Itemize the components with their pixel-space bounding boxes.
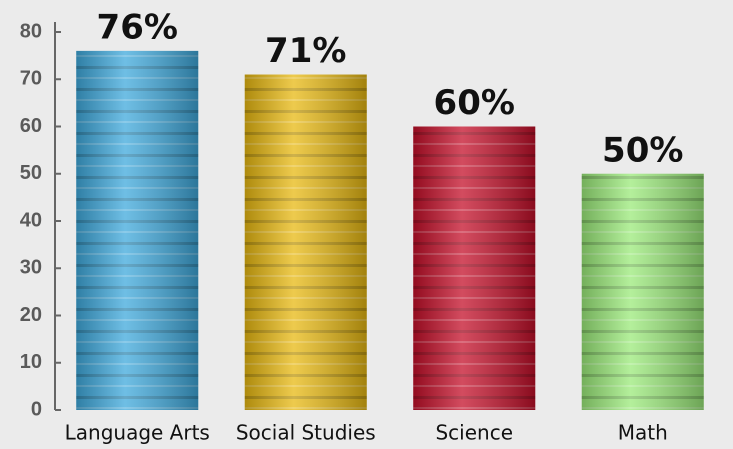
x-tick-label: Math — [618, 421, 668, 445]
y-tick-label: 70 — [20, 68, 42, 90]
y-tick-label: 30 — [20, 257, 42, 279]
bar-shade — [582, 174, 704, 410]
value-label: 50% — [602, 130, 683, 170]
y-tick-label: 20 — [20, 304, 42, 326]
y-tick-label: 80 — [20, 20, 42, 42]
chart: 0 10 20 30 40 50 60 70 80 76% Language Arts 71% Soci… — [0, 0, 733, 449]
x-tick-label: Science — [435, 421, 513, 445]
value-label: 71% — [265, 31, 346, 71]
value-label: 60% — [434, 83, 515, 123]
y-tick-label: 10 — [20, 351, 42, 373]
y-tick-label: 50 — [20, 162, 42, 184]
y-tick-label: 0 — [31, 398, 42, 420]
bar-shade — [76, 51, 198, 410]
bar-shade — [413, 127, 535, 411]
y-tick-label: 60 — [20, 115, 42, 137]
value-label: 76% — [97, 7, 178, 47]
x-tick-label: Social Studies — [236, 421, 376, 445]
y-tick-label: 40 — [20, 209, 42, 231]
bar-shade — [245, 75, 367, 410]
x-tick-label: Language Arts — [65, 421, 210, 445]
